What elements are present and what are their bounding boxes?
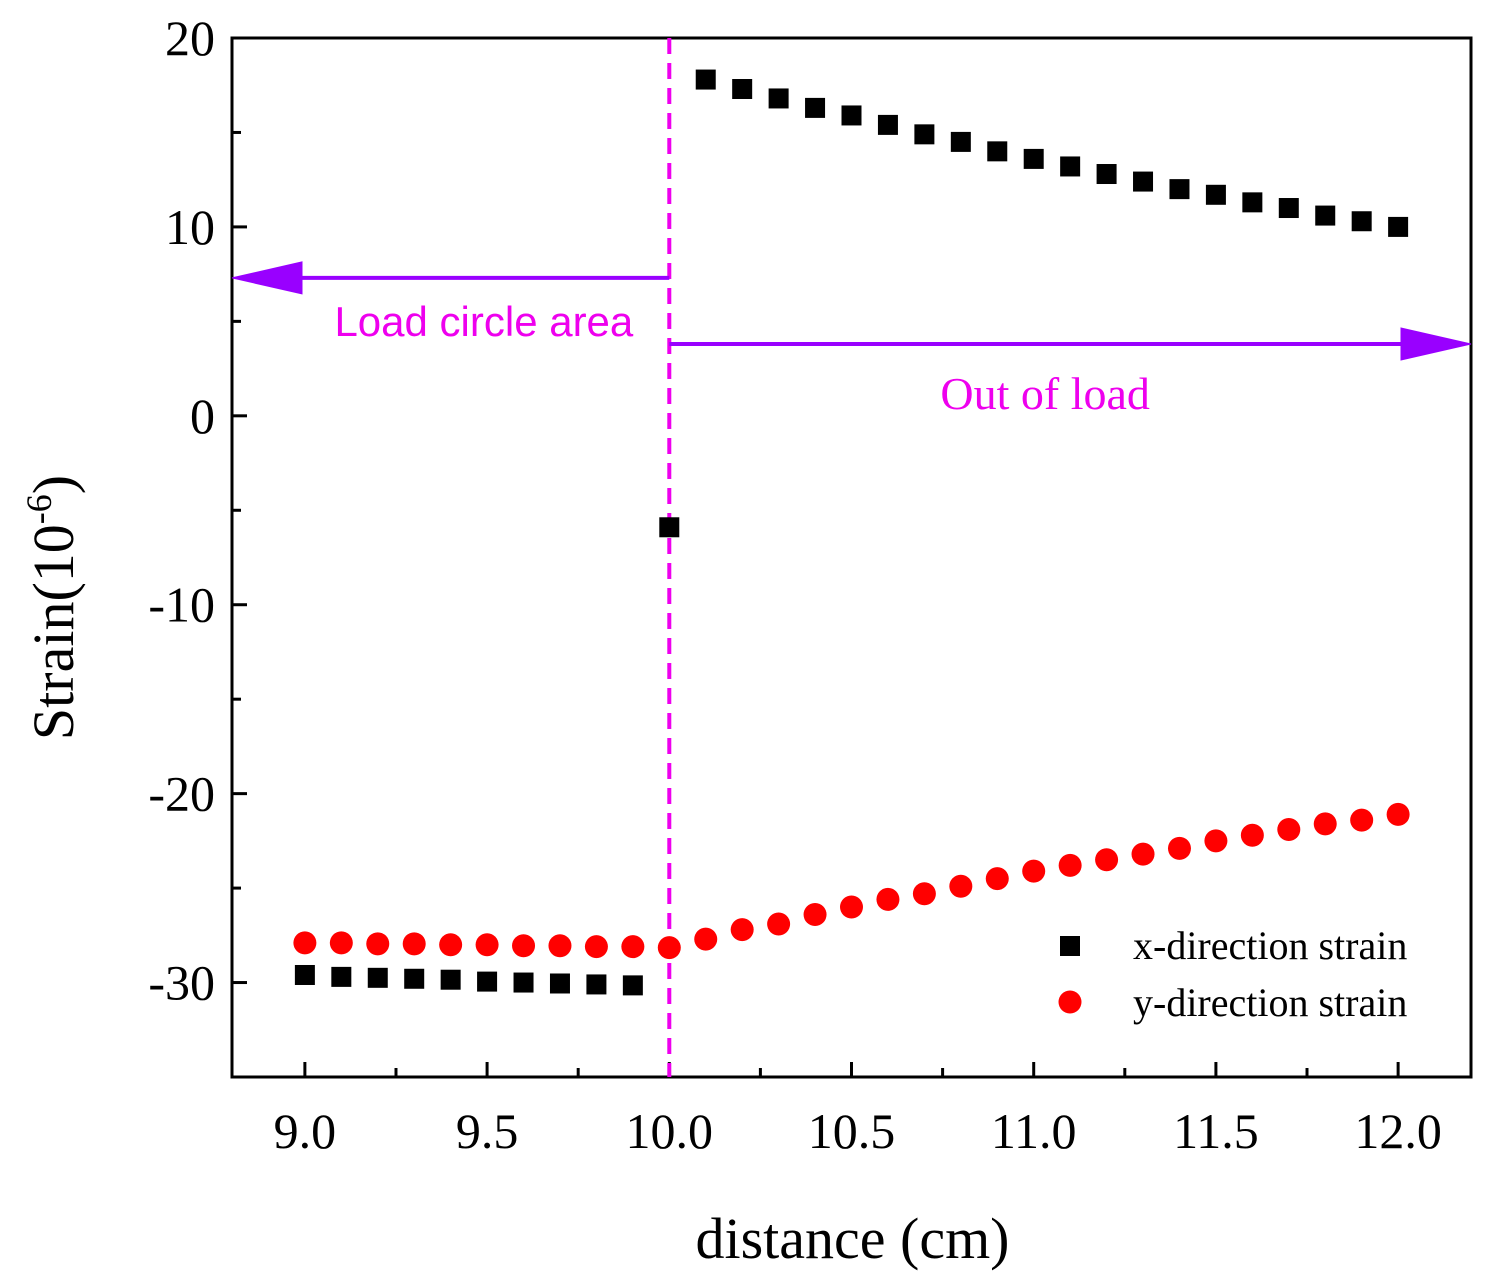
x-tick-label: 10.5: [808, 1103, 896, 1159]
y-strain-point: [694, 927, 718, 951]
y-strain-point: [949, 874, 973, 898]
y-tick-label: 20: [165, 10, 215, 66]
axes: 9.0 9.5 10.0 10.5 11.0 11.5 12.0 -30 -20 -10 0 10 20: [148, 10, 1473, 1159]
x-strain-point: [841, 105, 862, 126]
y-strain-point: [876, 887, 900, 911]
y-axis-title-main: Strain(10: [21, 524, 86, 740]
y-strain-point: [1350, 808, 1374, 832]
y-axis-title: Strain(10-6): [19, 475, 86, 740]
y-strain-point: [293, 931, 317, 955]
y-strain-point: [621, 935, 645, 959]
y-strain-point: [329, 931, 353, 955]
x-strain-point: [1205, 184, 1226, 205]
right-arrow-head: [1400, 327, 1472, 361]
y-strain-point: [1277, 818, 1301, 842]
x-strain-point: [586, 974, 607, 995]
x-tick-label: 11.0: [991, 1103, 1077, 1159]
y-strain-point: [1022, 859, 1046, 883]
x-tick-label: 9.0: [274, 1103, 337, 1159]
annotations: Load circle area Out of load: [231, 38, 1472, 1077]
load-circle-area-label: Load circle area: [334, 298, 633, 345]
y-strain-point: [512, 934, 536, 958]
x-strain-point: [732, 79, 753, 100]
legend-marker-x-direction: [1060, 936, 1080, 956]
y-axis-title-superscript: -6: [19, 494, 59, 524]
legend-label-y-direction: y-direction strain: [1133, 980, 1407, 1025]
y-strain-point: [1240, 823, 1264, 847]
x-strain-point: [987, 141, 1008, 162]
x-strain-point: [1133, 171, 1154, 192]
y-strain-point: [1204, 829, 1228, 853]
x-strain-point: [1023, 148, 1044, 169]
y-strain-point: [1058, 853, 1082, 877]
plot-frame: [230, 36, 1473, 1079]
x-strain-point: [768, 88, 789, 109]
y-strain-point: [730, 918, 754, 942]
x-tick-label: 9.5: [456, 1103, 519, 1159]
y-strain-point: [1095, 848, 1119, 872]
x-strain-point: [805, 97, 826, 118]
x-strain-point: [622, 975, 643, 996]
x-strain-point: [1278, 198, 1299, 219]
data-points: [293, 69, 1410, 996]
x-strain-point: [914, 124, 935, 145]
x-strain-point: [950, 131, 971, 152]
y-strain-point: [402, 932, 426, 956]
x-strain-point: [659, 517, 680, 538]
y-tick-label: -30: [148, 955, 215, 1011]
x-strain-point: [549, 973, 570, 994]
legend: x-direction strain y-direction strain: [1058, 923, 1407, 1025]
y-strain-point: [1167, 836, 1191, 860]
x-tick-label: 11.5: [1173, 1103, 1259, 1159]
y-tick-label: 10: [165, 199, 215, 255]
y-strain-point: [548, 934, 572, 958]
x-strain-point: [877, 114, 898, 135]
x-strain-point: [695, 69, 716, 90]
y-strain-point: [657, 936, 681, 960]
y-strain-point: [985, 867, 1009, 891]
x-strain-point: [367, 967, 388, 988]
y-strain-point: [1313, 812, 1337, 836]
x-tick-label: 10.0: [626, 1103, 714, 1159]
x-strain-point: [294, 964, 315, 985]
x-strain-point: [404, 968, 425, 989]
x-axis-title: distance (cm): [695, 1206, 1009, 1271]
x-strain-point: [1315, 205, 1336, 226]
x-strain-point: [1096, 164, 1117, 185]
out-of-load-label: Out of load: [940, 368, 1150, 419]
y-strain-point: [767, 912, 791, 936]
y-strain-point: [366, 932, 390, 956]
y-strain-point: [1131, 842, 1155, 866]
x-strain-point: [1169, 179, 1190, 200]
x-strain-point: [1351, 211, 1372, 232]
y-strain-point: [475, 933, 499, 957]
x-strain-point: [1242, 192, 1263, 213]
x-strain-point: [1388, 216, 1409, 237]
legend-label-x-direction: x-direction strain: [1133, 923, 1407, 968]
y-tick-label: -20: [148, 766, 215, 822]
left-arrow-head: [231, 261, 303, 295]
y-strain-point: [584, 935, 608, 959]
y-tick-label: 0: [190, 388, 215, 444]
legend-marker-y-direction: [1058, 990, 1082, 1014]
x-strain-point: [331, 966, 352, 987]
y-strain-point: [840, 895, 863, 919]
x-strain-point: [1060, 156, 1081, 177]
y-axis-title-close: ): [21, 475, 86, 494]
y-strain-point: [439, 933, 463, 957]
x-strain-point: [440, 969, 461, 990]
x-strain-point: [513, 972, 534, 993]
y-strain-point: [803, 903, 827, 927]
x-tick-label: 12.0: [1354, 1103, 1442, 1159]
y-strain-point: [1386, 802, 1410, 826]
x-strain-point: [477, 971, 498, 992]
y-tick-label: -10: [148, 577, 215, 633]
y-strain-point: [912, 882, 936, 906]
